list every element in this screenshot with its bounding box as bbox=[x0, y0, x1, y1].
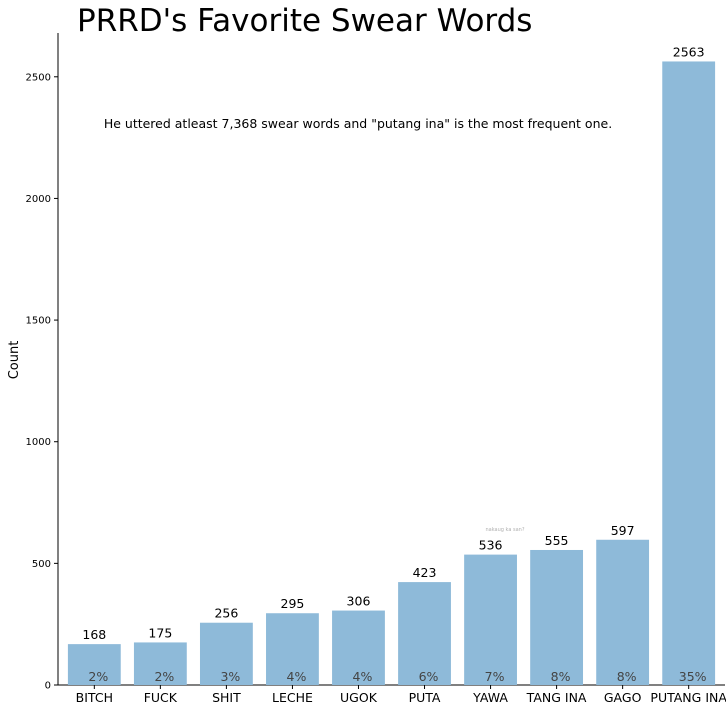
percent-label: 2% bbox=[154, 669, 174, 684]
x-tick-label: GAGO bbox=[604, 690, 642, 705]
percent-label: 4% bbox=[353, 669, 373, 684]
value-label: 256 bbox=[214, 606, 238, 621]
chart-title: PRRD's Favorite Swear Words bbox=[77, 3, 532, 39]
value-label: 175 bbox=[148, 625, 172, 640]
percent-label: 7% bbox=[485, 669, 505, 684]
chart-annotation: He uttered atleast 7,368 swear words and… bbox=[104, 116, 612, 131]
bars: 168 2% 175 2% 256 3% 295 4% 306 4% 423 6% 536 7% 555 8%… bbox=[67, 44, 716, 686]
value-label: 2563 bbox=[673, 44, 705, 59]
percent-label: 35% bbox=[679, 669, 707, 684]
y-ticks: 0 500 1000 1500 2000 2500 bbox=[26, 72, 58, 692]
y-tick-label: 500 bbox=[32, 559, 51, 570]
bar bbox=[67, 644, 121, 685]
value-label: 597 bbox=[611, 523, 635, 538]
x-tick-label: UGOK bbox=[340, 690, 378, 705]
x-tick-label: BITCH bbox=[76, 690, 113, 705]
value-label: 423 bbox=[413, 565, 437, 580]
percent-label: 8% bbox=[551, 669, 571, 684]
chart-note: nakaug ka san? bbox=[486, 527, 525, 533]
x-tick-label: FUCK bbox=[144, 690, 178, 705]
bar bbox=[332, 610, 385, 685]
x-tick-label: YAWA bbox=[472, 690, 508, 705]
percent-label: 3% bbox=[220, 669, 240, 684]
x-tick-label: PUTA bbox=[409, 690, 441, 705]
value-label: 295 bbox=[281, 596, 305, 611]
x-ticks: BITCH FUCK SHIT LECHE UGOK PUTA YAWA TANG INA GA… bbox=[76, 685, 726, 705]
bar bbox=[530, 549, 584, 685]
y-axis-label: Count bbox=[7, 341, 22, 380]
percent-label: 8% bbox=[617, 669, 637, 684]
y-tick-label: 2000 bbox=[26, 194, 51, 205]
y-tick-label: 0 bbox=[45, 681, 51, 692]
percent-label: 4% bbox=[287, 669, 307, 684]
value-label: 536 bbox=[479, 538, 503, 553]
percent-label: 2% bbox=[88, 669, 108, 684]
y-tick-label: 1500 bbox=[26, 316, 51, 327]
value-label: 555 bbox=[545, 533, 569, 548]
bar bbox=[266, 613, 319, 685]
bar bbox=[464, 554, 517, 685]
bar bbox=[398, 582, 451, 685]
x-tick-label: PUTANG INA bbox=[650, 690, 726, 705]
percent-label: 6% bbox=[419, 669, 439, 684]
x-tick-label: LECHE bbox=[272, 690, 313, 705]
x-tick-label: TANG INA bbox=[526, 690, 587, 705]
bar bbox=[662, 61, 716, 686]
x-tick-label: SHIT bbox=[212, 690, 241, 705]
value-label: 168 bbox=[82, 627, 106, 642]
bar bbox=[596, 539, 650, 685]
y-tick-label: 1000 bbox=[26, 437, 51, 448]
y-tick-label: 2500 bbox=[26, 72, 51, 83]
value-label: 306 bbox=[347, 594, 371, 609]
bar bbox=[199, 622, 253, 685]
bar bbox=[133, 642, 187, 685]
